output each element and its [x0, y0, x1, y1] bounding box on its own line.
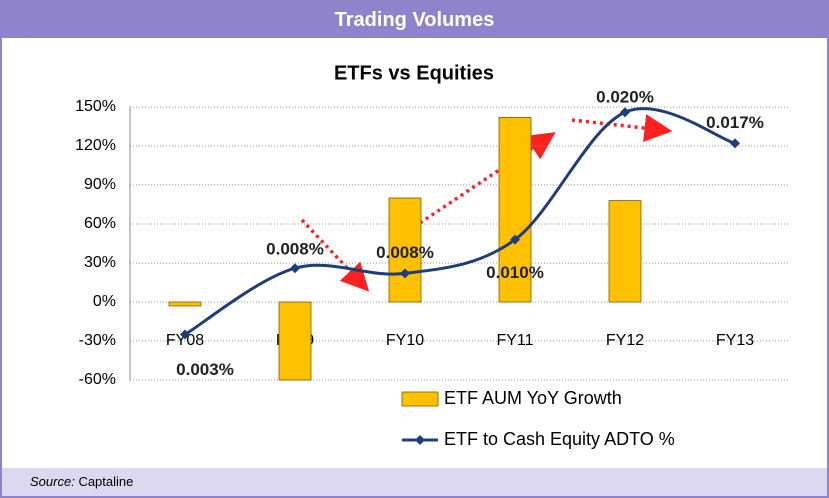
bar: [168, 301, 202, 307]
y-tick-label: 0%: [93, 293, 116, 310]
line-marker: [510, 234, 520, 245]
annotation: 0.017%: [706, 113, 764, 132]
legend-label: ETF AUM YoY Growth: [444, 388, 622, 408]
line-marker: [620, 107, 630, 118]
source-note: Source: Captaline: [2, 468, 827, 496]
legend-swatch: [415, 435, 425, 445]
y-tick-label: 60%: [84, 215, 116, 232]
line-marker: [180, 329, 190, 340]
annotation: 0.020%: [596, 88, 654, 107]
legend-swatch: [401, 391, 439, 407]
y-tick-label: 90%: [84, 176, 116, 193]
line: [184, 107, 736, 336]
x-tick-label: FY13: [716, 332, 754, 349]
annotation: 0.008%: [266, 240, 324, 259]
source-label: Source:: [30, 474, 75, 489]
x-tick-label: FY08: [166, 332, 204, 349]
panel-header: Trading Volumes: [2, 2, 827, 38]
chart: ETFs vs Equities -60% -30% 0% 30% 60% 90% 120%…: [75, 62, 790, 449]
y-tick-label: 120%: [75, 137, 116, 154]
x-tick-label: FY10: [386, 332, 424, 349]
bar: [388, 197, 422, 303]
y-tick-label: -30%: [79, 332, 116, 349]
line-marker: [290, 263, 300, 274]
x-tick-label: FY12: [606, 332, 644, 349]
line-marker: [730, 138, 740, 149]
bar: [278, 301, 312, 381]
bar: [498, 117, 532, 303]
bar: [608, 200, 642, 303]
y-tick-label: -60%: [79, 371, 116, 388]
annotation: 0.010%: [486, 263, 544, 282]
annotation: 0.008%: [376, 243, 434, 262]
y-tick-label: 30%: [84, 254, 116, 271]
line-marker: [400, 268, 410, 279]
y-tick-label: 150%: [75, 98, 116, 115]
annotation: 0.003%: [176, 360, 234, 379]
x-tick-label: FY11: [496, 332, 533, 349]
legend-label: ETF to Cash Equity ADTO %: [444, 429, 675, 449]
source-text: Captaline: [78, 474, 134, 489]
chart-title: ETFs vs Equities: [334, 62, 494, 84]
